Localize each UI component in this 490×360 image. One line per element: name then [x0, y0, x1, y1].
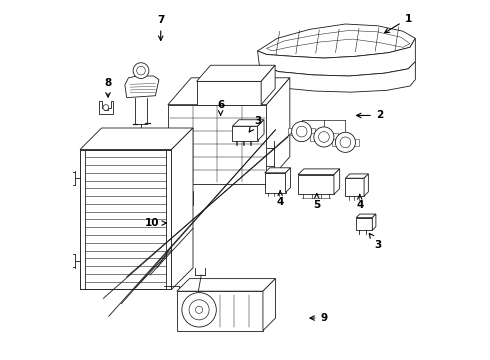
Polygon shape [265, 168, 291, 173]
Polygon shape [356, 214, 376, 218]
Text: 7: 7 [157, 15, 165, 40]
Polygon shape [263, 279, 275, 330]
Text: 4: 4 [276, 191, 284, 207]
Polygon shape [232, 120, 264, 126]
Polygon shape [172, 128, 193, 289]
Polygon shape [232, 126, 258, 140]
Polygon shape [267, 78, 290, 184]
Text: 3: 3 [369, 233, 381, 249]
Polygon shape [261, 65, 275, 105]
Polygon shape [258, 39, 416, 76]
Polygon shape [332, 139, 359, 146]
Polygon shape [345, 178, 364, 196]
Polygon shape [168, 105, 267, 184]
Polygon shape [177, 279, 275, 291]
Polygon shape [288, 128, 315, 135]
Circle shape [189, 300, 209, 320]
Polygon shape [298, 169, 340, 175]
Circle shape [314, 127, 334, 147]
Polygon shape [356, 218, 372, 230]
Text: 1: 1 [385, 14, 412, 33]
Polygon shape [168, 78, 290, 105]
Text: 8: 8 [104, 78, 112, 97]
Circle shape [133, 63, 149, 78]
Text: 2: 2 [357, 111, 383, 121]
Polygon shape [80, 149, 85, 289]
Polygon shape [345, 174, 368, 178]
Polygon shape [196, 65, 275, 81]
Polygon shape [286, 168, 291, 193]
Text: 4: 4 [356, 194, 364, 210]
Polygon shape [258, 24, 416, 58]
Polygon shape [196, 81, 261, 105]
Polygon shape [166, 149, 172, 289]
Circle shape [137, 66, 146, 75]
Circle shape [335, 132, 355, 152]
Polygon shape [298, 175, 334, 194]
Polygon shape [310, 134, 338, 140]
Circle shape [340, 137, 351, 148]
Text: 3: 3 [249, 116, 261, 132]
Polygon shape [265, 173, 286, 193]
Polygon shape [267, 31, 410, 51]
Text: 5: 5 [313, 194, 320, 210]
Polygon shape [177, 291, 263, 330]
Text: 9: 9 [310, 313, 327, 323]
Circle shape [103, 105, 109, 111]
Polygon shape [372, 214, 376, 230]
Text: 6: 6 [217, 100, 224, 116]
Polygon shape [125, 74, 159, 98]
Polygon shape [80, 149, 172, 289]
Polygon shape [334, 169, 340, 194]
Polygon shape [364, 174, 368, 196]
Circle shape [196, 306, 203, 314]
Circle shape [182, 293, 216, 327]
Circle shape [296, 126, 307, 137]
Text: 10: 10 [145, 218, 166, 228]
Polygon shape [98, 101, 113, 114]
Polygon shape [258, 120, 264, 140]
Polygon shape [80, 128, 193, 149]
Polygon shape [259, 62, 416, 92]
Circle shape [318, 132, 329, 142]
Circle shape [292, 122, 312, 141]
